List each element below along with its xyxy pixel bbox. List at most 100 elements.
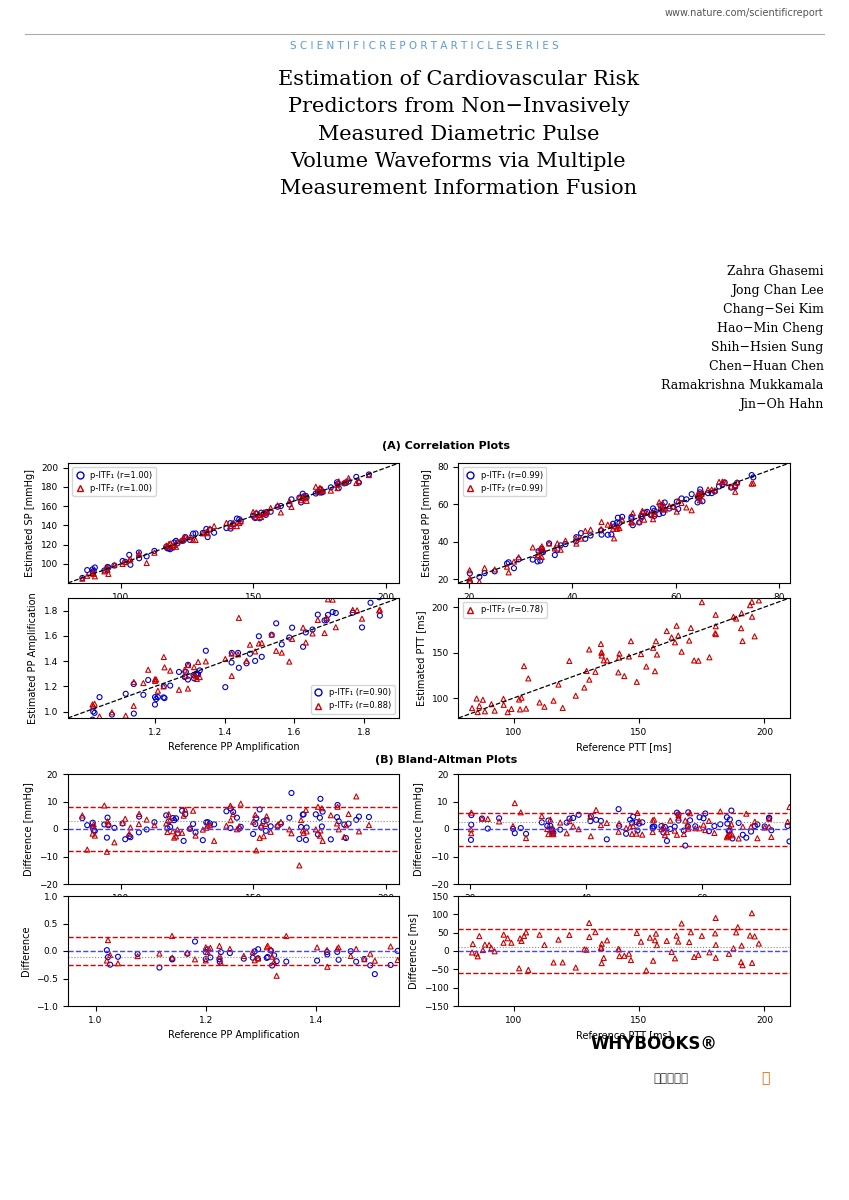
Point — [118, 552, 132, 571]
Point — [478, 558, 492, 577]
Point — [611, 508, 625, 527]
Point — [337, 827, 351, 846]
Point — [324, 829, 338, 848]
Point — [646, 817, 660, 836]
Point — [177, 806, 190, 826]
Point — [624, 950, 638, 970]
Point — [543, 810, 557, 829]
Point — [635, 812, 649, 832]
Point — [233, 817, 246, 836]
Point — [485, 938, 498, 958]
Point — [391, 950, 404, 970]
Point — [223, 943, 237, 962]
Point — [665, 628, 678, 647]
Point — [631, 804, 644, 823]
Point — [594, 521, 608, 540]
Point — [517, 656, 531, 676]
Point — [736, 826, 750, 845]
Point — [201, 523, 215, 542]
Point — [300, 818, 313, 838]
Point — [87, 702, 100, 721]
Point — [646, 811, 660, 830]
Point — [265, 625, 278, 644]
Point — [646, 499, 660, 518]
Point — [160, 818, 174, 838]
Point — [373, 588, 386, 607]
Point — [670, 492, 683, 511]
Point — [617, 947, 631, 966]
Text: 📖: 📖 — [762, 1072, 770, 1086]
Point — [457, 941, 470, 960]
Point — [157, 688, 171, 707]
Point — [502, 563, 515, 582]
Point — [654, 498, 667, 517]
Point — [672, 808, 685, 827]
Point — [638, 510, 651, 529]
Point — [683, 932, 696, 952]
Point — [118, 809, 132, 828]
Point — [646, 818, 660, 838]
Point — [88, 826, 102, 845]
Point — [355, 610, 368, 629]
Point — [172, 680, 186, 700]
Point — [692, 487, 706, 506]
Point — [695, 492, 709, 511]
Point — [246, 812, 260, 832]
Point — [514, 700, 527, 719]
Point — [332, 811, 346, 830]
Point — [363, 586, 377, 605]
Point — [694, 486, 707, 505]
Point — [255, 503, 268, 522]
Point — [339, 473, 352, 492]
Point — [149, 671, 162, 690]
Point — [554, 820, 567, 839]
Point — [606, 514, 620, 533]
Point — [648, 502, 661, 521]
Point — [363, 464, 376, 484]
Point — [504, 700, 518, 719]
Point — [178, 667, 192, 686]
X-axis label: Reference SP [mmHg]: Reference SP [mmHg] — [179, 607, 288, 617]
Point — [309, 478, 323, 497]
Point — [295, 491, 308, 510]
Point — [363, 816, 376, 835]
Point — [656, 499, 670, 518]
Point — [648, 810, 661, 829]
Point — [225, 643, 239, 662]
Point — [158, 658, 171, 677]
Point — [201, 942, 215, 961]
Point — [363, 593, 377, 612]
Point — [732, 814, 745, 833]
Point — [677, 821, 690, 840]
Point — [670, 826, 683, 845]
Point — [612, 940, 626, 959]
Point — [465, 698, 479, 718]
Point — [316, 481, 329, 500]
Point — [316, 482, 329, 502]
Point — [716, 475, 729, 494]
Point — [88, 558, 102, 577]
Point — [707, 816, 721, 835]
Point — [296, 637, 310, 656]
Point — [257, 503, 271, 522]
Point — [293, 488, 306, 508]
Point — [166, 950, 179, 970]
Point — [181, 655, 194, 674]
Point — [661, 822, 674, 841]
Point — [86, 710, 99, 730]
Point — [224, 799, 238, 818]
Point — [699, 821, 712, 840]
Point — [535, 536, 548, 556]
Point — [295, 810, 308, 829]
Point — [519, 944, 532, 964]
Point — [285, 618, 299, 637]
Point — [703, 648, 717, 667]
Point — [765, 821, 779, 840]
Point — [167, 535, 181, 554]
Point — [578, 529, 592, 548]
Point — [512, 550, 526, 569]
Point — [478, 564, 492, 583]
Point — [745, 474, 758, 493]
Point — [253, 800, 267, 820]
Point — [183, 818, 197, 838]
